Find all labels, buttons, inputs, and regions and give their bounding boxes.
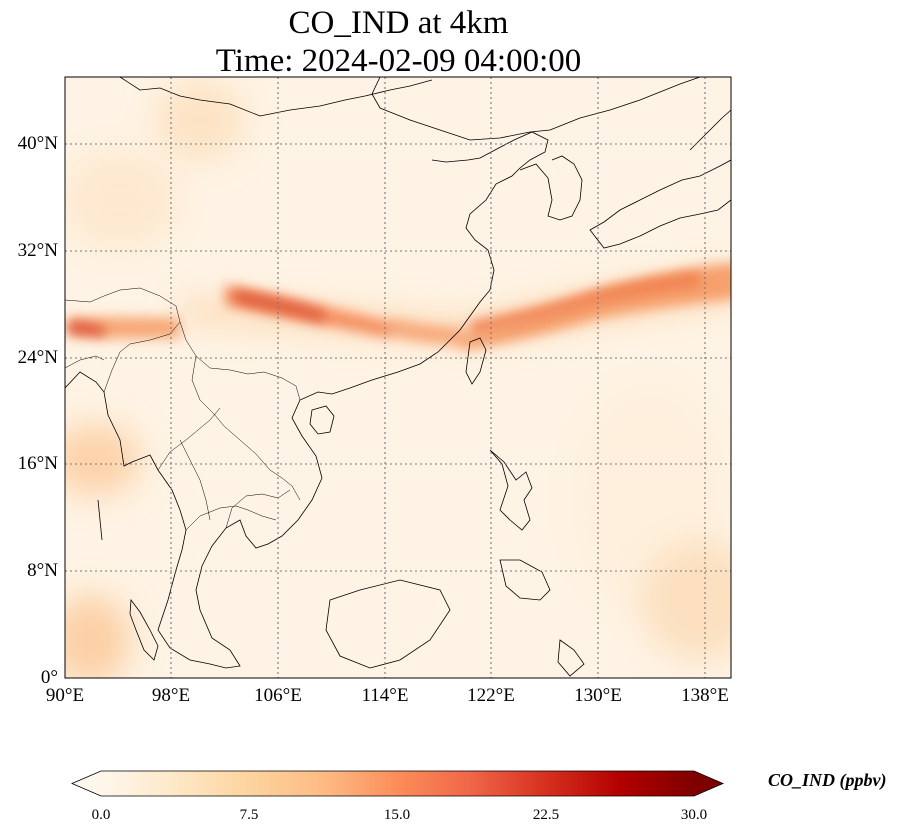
lon-label-98e: 98°E <box>151 685 191 706</box>
lon-label-122e: 122°E <box>467 685 515 706</box>
colorbar-tick-15: 15.0 <box>383 807 411 823</box>
map-title-line-1: CO_IND at 4km <box>288 5 509 41</box>
co-concentration-field <box>65 77 731 678</box>
colorbar-tick-7-5: 7.5 <box>239 807 259 823</box>
colorbar-label: CO_IND (ppbv) <box>768 770 887 790</box>
lon-label-114e: 114°E <box>361 685 409 706</box>
map-frame <box>64 76 732 679</box>
country-borders <box>65 287 301 531</box>
colorbar-extend-max <box>694 771 723 796</box>
colorbar-tick-22-5: 22.5 <box>532 807 560 823</box>
colorbar-gradient <box>101 771 694 796</box>
lon-label-90e: 90°E <box>45 685 85 706</box>
lat-label-32n: 32°N <box>17 240 58 261</box>
map-title-line-2: Time: 2024-02-09 04:00:00 <box>215 43 582 79</box>
colorbar-extend-min <box>72 771 101 796</box>
colorbar-outline <box>70 770 725 797</box>
coastlines <box>65 77 731 677</box>
lat-label-8n: 8°N <box>27 560 58 581</box>
lat-label-0: 0° <box>40 667 58 688</box>
lon-label-130e: 130°E <box>574 685 622 706</box>
lon-label-106e: 106°E <box>254 685 302 706</box>
colorbar <box>70 770 725 797</box>
colorbar-tick-30: 30.0 <box>680 807 708 823</box>
lat-label-40n: 40°N <box>17 133 58 154</box>
map-gridlines <box>65 77 731 678</box>
lat-label-24n: 24°N <box>17 347 58 368</box>
colorbar-tick-0: 0.0 <box>91 807 111 823</box>
lat-label-16n: 16°N <box>17 453 58 474</box>
lon-label-138e: 138°E <box>681 685 729 706</box>
